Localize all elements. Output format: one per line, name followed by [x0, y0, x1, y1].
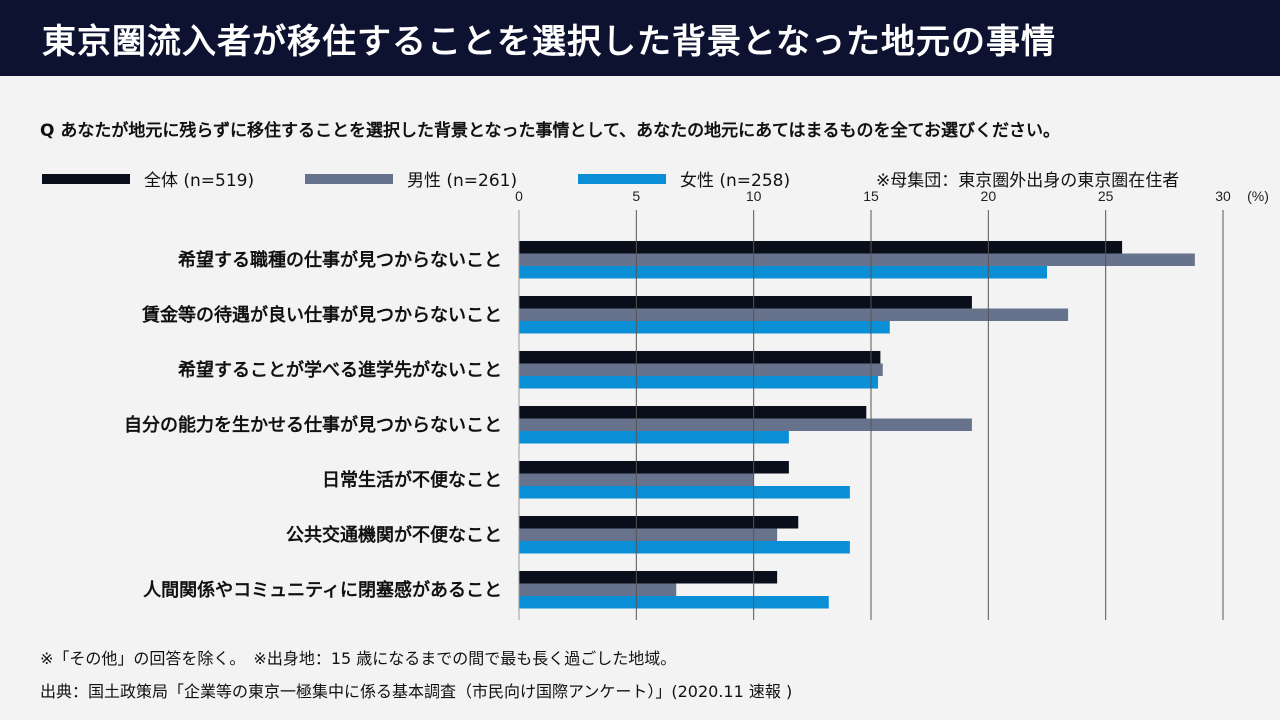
bar — [519, 541, 850, 554]
bar — [519, 321, 890, 334]
source-note: 出典：国土政策局「企業等の東京一極集中に係る基本調査（市民向け国際アンケート）」… — [40, 682, 793, 701]
bar — [519, 516, 799, 529]
axis-unit: (%) — [1247, 188, 1269, 204]
title-bar: 東京圏流入者が移住することを選択した背景となった地元の事情 — [0, 0, 1280, 76]
tick-label: 30 — [1215, 188, 1231, 204]
legend-item-total: 全体 (n=519) — [42, 166, 254, 191]
bar — [519, 376, 879, 389]
bar — [519, 418, 972, 431]
tick-label: 0 — [515, 188, 523, 204]
bar — [519, 253, 1195, 266]
legend-item-male: 男性 (n=261) — [305, 166, 517, 191]
tick-label: 10 — [746, 188, 762, 204]
bar — [519, 583, 677, 596]
legend-label: 全体 (n=519) — [144, 171, 255, 191]
tick-label: 20 — [981, 188, 997, 204]
bar — [519, 461, 789, 474]
legend-item-female: 女性 (n=258) — [578, 166, 790, 191]
category-label: 日常生活が不便なこと — [322, 469, 502, 491]
bar — [519, 406, 867, 419]
bar — [519, 308, 1069, 321]
category-label: 希望することが学べる進学先がないこと — [178, 359, 502, 381]
bar — [519, 351, 881, 364]
category-label: 公共交通機関が不便なこと — [286, 524, 502, 546]
bar — [519, 241, 1123, 254]
legend-swatch — [305, 173, 393, 184]
footnote: ※「その他」の回答を除く。 ※出身地：15 歳になるまでの間で最も長く過ごした地… — [40, 649, 677, 668]
legend: 全体 (n=519) 男性 (n=261) 女性 (n=258) ※母集団：東京… — [0, 166, 1280, 192]
bar — [519, 528, 778, 541]
question-text: Q あなたが地元に残らずに移住することを選択した背景となった事情として、あなたの… — [40, 121, 1060, 141]
category-label: 自分の能力を生かせる仕事が見つからないこと — [124, 414, 502, 436]
bar — [519, 296, 972, 309]
tick-label: 15 — [863, 188, 879, 204]
bar — [519, 431, 789, 444]
legend-label: 男性 (n=261) — [407, 171, 518, 191]
bar — [519, 571, 778, 584]
bar — [519, 266, 1047, 279]
bar — [519, 486, 850, 499]
category-label: 希望する職種の仕事が見つからないこと — [178, 249, 502, 271]
page-title: 東京圏流入者が移住することを選択した背景となった地元の事情 — [42, 22, 1056, 62]
tick-label: 5 — [632, 188, 640, 204]
category-label: 賃金等の待遇が良い仕事が見つからないこと — [141, 304, 502, 326]
bar — [519, 363, 883, 376]
legend-swatch — [578, 173, 666, 184]
category-label: 人間関係やコミュニティに閉塞感があること — [143, 579, 502, 601]
legend-swatch — [42, 173, 130, 184]
bar — [519, 596, 829, 609]
legend-label: 女性 (n=258) — [680, 171, 791, 191]
tick-label: 25 — [1098, 188, 1114, 204]
population-note: ※母集団：東京圏外出身の東京圏在住者 — [876, 171, 1180, 191]
